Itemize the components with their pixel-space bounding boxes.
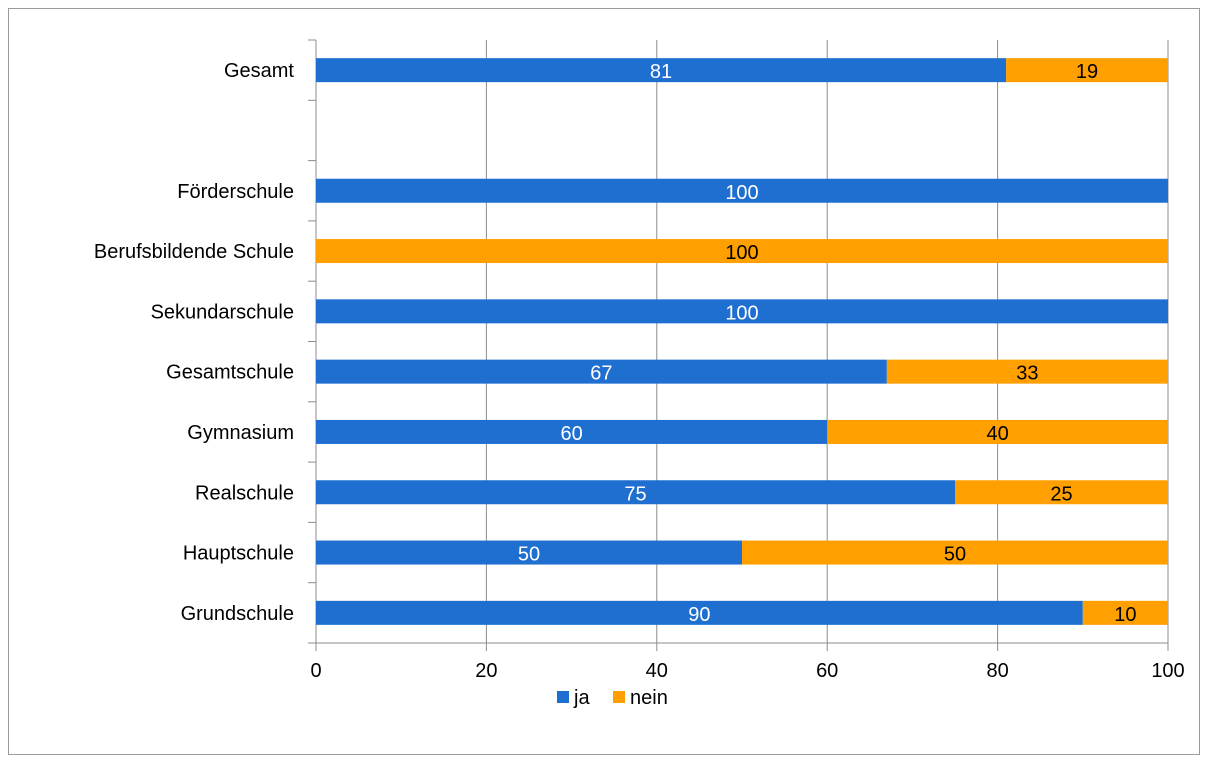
bar-ja [316, 359, 887, 384]
data-label-ja: 100 [725, 302, 758, 324]
bar-ja [316, 600, 1083, 625]
data-label-ja: 90 [688, 604, 710, 626]
category-label: Förderschule [177, 181, 294, 203]
category-label: Gesamtschule [166, 362, 294, 384]
category-label: Sekundarschule [151, 301, 294, 323]
data-label-nein: 40 [986, 423, 1008, 445]
category-label: Gesamt [224, 60, 294, 82]
legend-label-nein: nein [630, 687, 668, 709]
data-label-nein: 19 [1076, 61, 1098, 83]
data-label-ja: 81 [650, 61, 672, 83]
bar-nein [316, 239, 1168, 264]
data-label-nein: 25 [1050, 483, 1072, 505]
category-label: Berufsbildende Schule [94, 241, 294, 263]
bar-ja [316, 540, 742, 565]
bar-ja [316, 419, 828, 444]
category-label: Hauptschule [183, 543, 294, 565]
data-label-ja: 75 [624, 483, 646, 505]
data-label-ja: 100 [725, 182, 758, 204]
x-tick-label: 0 [310, 660, 321, 682]
data-label-ja: 60 [560, 423, 582, 445]
data-label-nein: 33 [1016, 363, 1038, 385]
bar-nein [1082, 600, 1168, 625]
bar-nein [742, 540, 1168, 565]
legend-swatch-nein [613, 691, 625, 703]
data-label-ja: 67 [590, 363, 612, 385]
data-label-ja: 50 [518, 544, 540, 566]
x-tick-label: 20 [475, 660, 497, 682]
bar-ja [316, 299, 1168, 324]
x-tick-label: 40 [646, 660, 668, 682]
category-label: Gymnasium [187, 422, 294, 444]
bar-nein [827, 419, 1168, 444]
category-label: Realschule [195, 482, 294, 504]
x-tick-label: 60 [816, 660, 838, 682]
category-label: Grundschule [181, 603, 294, 625]
bar-ja [316, 58, 1007, 83]
bar-ja [316, 178, 1168, 203]
x-tick-label: 100 [1151, 660, 1184, 682]
bar-nein [886, 359, 1168, 384]
bar-nein [955, 480, 1168, 505]
bar-ja [316, 480, 955, 505]
legend-swatch-ja [557, 691, 569, 703]
data-label-nein: 10 [1114, 604, 1136, 626]
x-tick-label: 80 [986, 660, 1008, 682]
legend-label-ja: ja [573, 687, 590, 709]
data-label-nein: 50 [944, 544, 966, 566]
data-label-nein: 100 [725, 242, 758, 264]
bar-nein [1006, 58, 1168, 83]
